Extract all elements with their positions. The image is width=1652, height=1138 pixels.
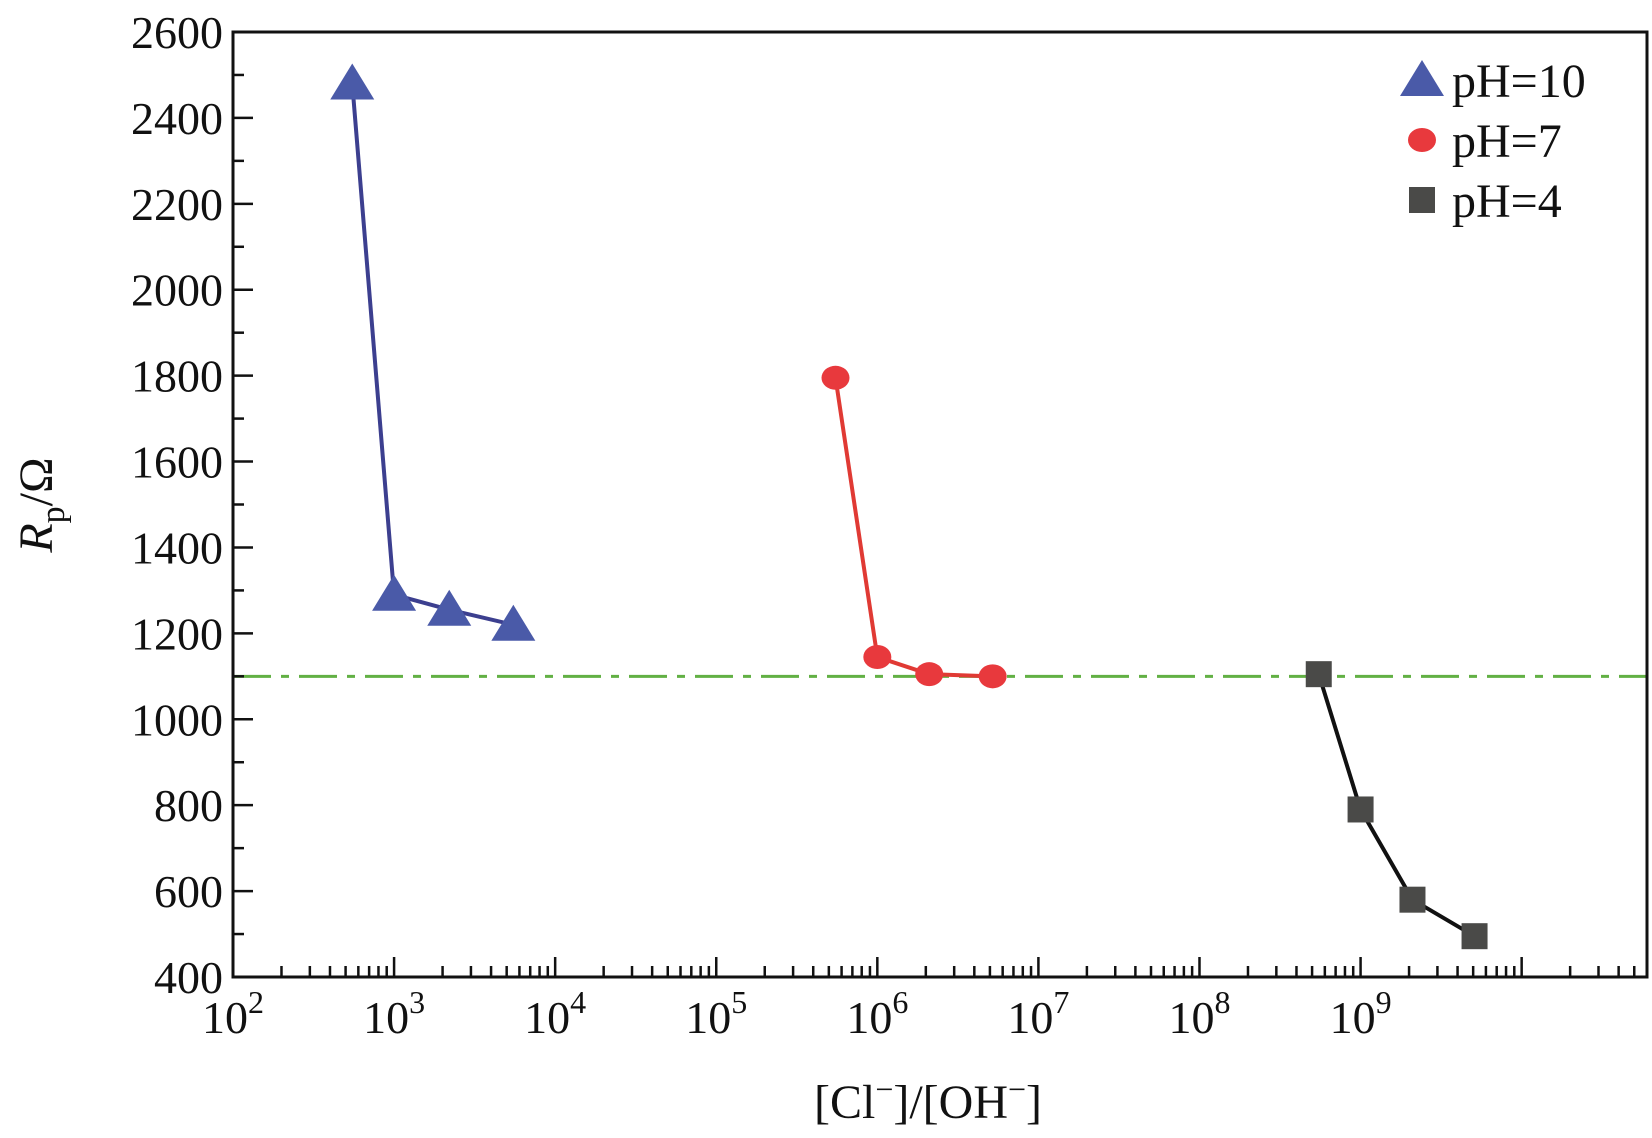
legend-marker-circle	[1408, 128, 1436, 152]
legend-label: pH=4	[1452, 175, 1562, 228]
legend-marker-square	[1409, 187, 1435, 213]
series-layer	[330, 63, 1488, 950]
legend-marker-triangle	[1400, 60, 1444, 96]
x-tick-label: 102	[202, 984, 264, 1043]
legend-label: pH=10	[1452, 55, 1586, 108]
series-line	[350, 83, 514, 627]
y-tick-label: 2000	[131, 265, 223, 316]
y-tick-label: 600	[154, 866, 223, 917]
data-point-square	[1461, 923, 1488, 950]
x-tick-label: 106	[846, 984, 908, 1043]
data-point-square	[1399, 886, 1426, 913]
data-point-circle	[863, 644, 892, 669]
data-point-triangle	[372, 574, 417, 611]
data-point-circle	[978, 664, 1007, 689]
series-line	[1316, 673, 1476, 938]
data-point-square	[1347, 796, 1374, 823]
y-tick-label: 1200	[131, 608, 223, 659]
y-tick-label: 400	[154, 952, 223, 1003]
series-circle	[821, 365, 1007, 689]
y-tick-label: 1800	[131, 351, 223, 402]
x-tick-label: 103	[363, 984, 425, 1043]
y-tick-label: 2200	[131, 179, 223, 230]
x-tick-label: 107	[1007, 984, 1069, 1043]
plot-frame	[231, 30, 1649, 979]
data-point-circle	[915, 662, 944, 687]
y-tick-label: 1000	[131, 694, 223, 745]
y-axis: 400 600 800 1000 1200 1400 1600 1800 2000 2200 240…	[131, 7, 253, 1003]
data-point-triangle	[330, 63, 375, 100]
x-tick-label: 109	[1330, 984, 1392, 1043]
y-axis-title: Rp/Ω	[10, 457, 72, 553]
y-tick-label: 2600	[131, 7, 223, 58]
legend-label: pH=7	[1452, 115, 1562, 168]
y-tick-label: 1600	[131, 437, 223, 488]
x-axis-title: [Cl−]/[OH−]	[814, 1071, 1042, 1129]
series-triangle	[330, 63, 536, 641]
data-point-triangle	[427, 589, 472, 626]
y-tick-label: 2400	[131, 93, 223, 144]
x-tick-label: 104	[524, 984, 586, 1043]
x-tick-label: 108	[1168, 984, 1230, 1043]
data-point-circle	[821, 365, 850, 390]
y-tick-label: 1400	[131, 522, 223, 573]
series-line	[833, 377, 993, 679]
x-tick-label: 105	[685, 984, 747, 1043]
x-axis: 102 103 104 105 106 107 108 109	[202, 957, 1649, 1043]
data-point-triangle	[491, 604, 536, 641]
series-square	[1305, 661, 1488, 950]
data-point-square	[1305, 661, 1332, 688]
y-tick-label: 800	[154, 780, 223, 831]
legend: pH=10 pH=7 pH=4	[1400, 55, 1586, 228]
